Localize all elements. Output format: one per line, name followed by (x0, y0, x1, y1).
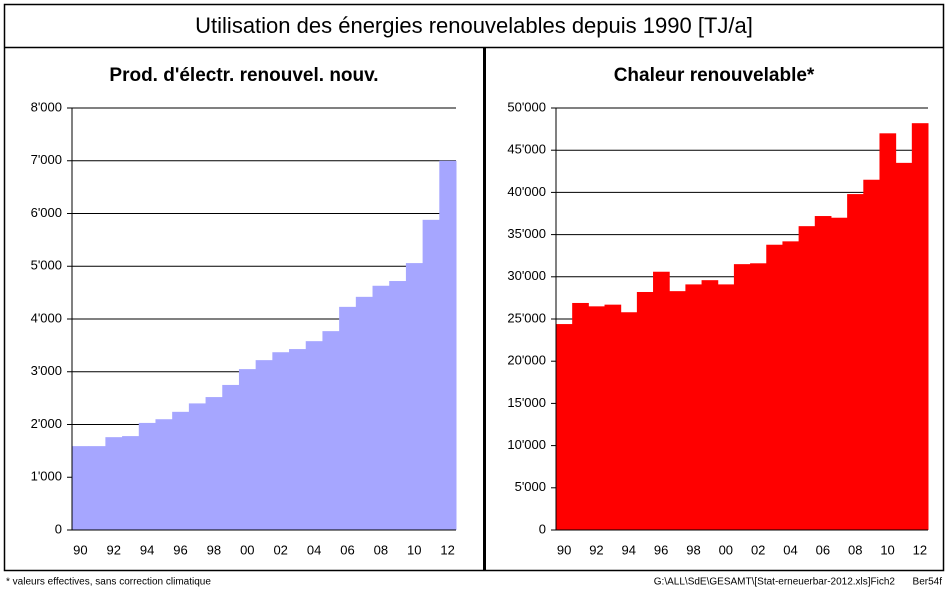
y-tick-label: 25'000 (507, 310, 546, 325)
x-tick-label: 12 (913, 542, 927, 557)
bar (205, 397, 223, 530)
y-tick-label: 35'000 (507, 226, 546, 241)
x-tick-label: 00 (240, 542, 254, 557)
y-tick-label: 15'000 (507, 395, 546, 410)
x-tick-label: 06 (816, 542, 830, 557)
bar (255, 360, 273, 530)
x-tick-label: 04 (783, 542, 797, 557)
x-tick-label: 94 (622, 542, 636, 557)
x-tick-label: 04 (307, 542, 321, 557)
chart-title: Chaleur renouvelable* (614, 65, 815, 86)
bar (439, 160, 457, 530)
bar (830, 217, 848, 530)
bar (188, 403, 207, 530)
bar (389, 281, 407, 530)
bar (701, 280, 719, 530)
y-tick-label: 8'000 (31, 99, 62, 114)
bar (289, 349, 307, 530)
x-tick-label: 10 (407, 542, 421, 557)
x-tick-label: 92 (589, 542, 603, 557)
x-tick-label: 08 (848, 542, 862, 557)
y-tick-label: 40'000 (507, 184, 546, 199)
bar (685, 284, 703, 530)
bar (766, 244, 783, 530)
bar (122, 436, 140, 530)
bar (717, 284, 735, 530)
bar (733, 264, 751, 530)
y-tick-label: 2'000 (31, 416, 62, 431)
x-tick-label: 02 (273, 542, 287, 557)
bar (911, 123, 929, 530)
bar (556, 324, 573, 530)
bar (88, 446, 106, 530)
y-tick-label: 1'000 (31, 469, 62, 484)
bar (782, 241, 800, 531)
y-tick-label: 4'000 (31, 310, 62, 325)
chart-title: Prod. d'électr. renouvel. nouv. (109, 65, 378, 86)
x-tick-label: 12 (440, 542, 454, 557)
bar (172, 411, 190, 530)
x-tick-label: 96 (173, 542, 187, 557)
y-tick-label: 5'000 (515, 479, 546, 494)
bar (653, 271, 670, 530)
bar (155, 419, 173, 530)
x-tick-label: 94 (140, 542, 154, 557)
bar (355, 296, 374, 530)
bar (222, 384, 240, 530)
bar (238, 369, 257, 530)
y-tick-label: 0 (55, 521, 62, 536)
y-tick-label: 50'000 (507, 99, 546, 114)
bar (847, 194, 864, 530)
x-tick-label: 90 (73, 542, 87, 557)
bar (372, 285, 390, 530)
bar (798, 226, 816, 530)
bar (272, 352, 290, 530)
x-tick-label: 98 (686, 542, 700, 557)
y-tick-label: 3'000 (31, 363, 62, 378)
bar (305, 341, 323, 530)
x-tick-label: 90 (557, 542, 571, 557)
y-tick-label: 7'000 (31, 152, 62, 167)
bar (620, 312, 638, 530)
x-tick-label: 92 (107, 542, 121, 557)
x-tick-label: 02 (751, 542, 765, 557)
x-tick-label: 00 (719, 542, 733, 557)
bar (422, 219, 440, 530)
bar (405, 263, 424, 530)
bar (72, 446, 90, 530)
x-tick-label: 08 (374, 542, 388, 557)
bar (879, 133, 897, 530)
x-tick-label: 10 (880, 542, 894, 557)
bar (105, 437, 123, 530)
bar (138, 422, 156, 530)
bar (863, 179, 880, 531)
bar (750, 263, 767, 530)
file-path: G:\ALL\SdE\GESAMT\[Stat-erneuerbar-2012.… (654, 577, 896, 588)
bar (895, 162, 913, 531)
footnote: * valeurs effectives, sans correction cl… (6, 577, 211, 588)
bar (669, 291, 686, 530)
x-tick-label: 98 (207, 542, 221, 557)
x-tick-label: 06 (340, 542, 354, 557)
y-tick-label: 0 (539, 521, 546, 536)
outer-frame (3, 3, 945, 572)
bar (322, 331, 340, 530)
bar (588, 306, 606, 530)
y-tick-label: 6'000 (31, 205, 62, 220)
sheet-code: Ber54f (913, 577, 943, 588)
page-title: Utilisation des énergies renouvelables d… (195, 13, 753, 38)
y-tick-label: 5'000 (31, 258, 62, 273)
y-tick-label: 10'000 (507, 437, 546, 452)
bar (636, 291, 654, 530)
y-tick-label: 45'000 (507, 142, 546, 157)
x-tick-label: 96 (654, 542, 668, 557)
bar (339, 306, 357, 530)
y-tick-label: 20'000 (507, 353, 546, 368)
bar (814, 216, 832, 531)
bar (604, 304, 622, 530)
bar (572, 302, 589, 530)
y-tick-label: 30'000 (507, 268, 546, 283)
